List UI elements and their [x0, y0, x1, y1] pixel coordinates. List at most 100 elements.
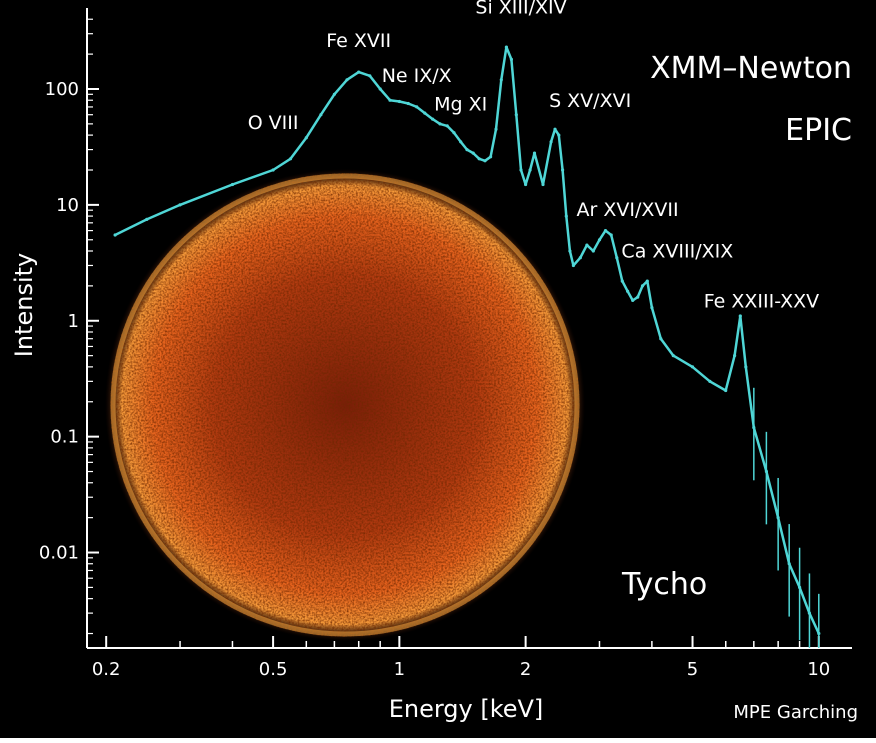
x-tick-label: 1	[394, 659, 405, 680]
data-point	[620, 279, 624, 283]
x-tick-label: 2	[520, 659, 531, 680]
data-point	[357, 70, 361, 74]
data-point	[532, 151, 537, 155]
data-point	[288, 157, 293, 161]
data-point	[690, 365, 695, 369]
data-point	[504, 45, 508, 49]
annotation-label: Ca XVIII/XIX	[621, 241, 733, 263]
data-point	[568, 249, 572, 253]
data-point	[431, 117, 435, 121]
data-point	[578, 256, 582, 260]
y-tick-label: 100	[45, 79, 79, 100]
data-point	[553, 127, 557, 131]
data-point	[733, 354, 737, 358]
annotation-label: Fe XXIII-XXV	[704, 291, 819, 313]
y-tick-label: 10	[56, 195, 79, 216]
data-point	[524, 182, 528, 187]
data-point	[659, 337, 663, 341]
data-point	[776, 516, 780, 520]
data-point	[650, 306, 654, 310]
data-point	[423, 111, 427, 115]
data-point	[489, 155, 493, 159]
data-point	[415, 105, 419, 109]
x-tick-label: 5	[687, 659, 698, 680]
data-point	[438, 122, 442, 126]
data-point	[615, 256, 619, 260]
credit-label: MPE Garching	[733, 702, 858, 723]
data-point	[752, 425, 756, 430]
data-point	[465, 148, 469, 152]
instrument-label: EPIC	[785, 113, 852, 148]
x-tick-label: 0.2	[92, 659, 121, 680]
y-tick-label: 0.01	[39, 543, 79, 564]
data-point	[738, 314, 742, 318]
data-point	[541, 182, 545, 187]
annotation-label: Ar XVI/XVII	[577, 199, 679, 221]
data-point	[230, 182, 235, 187]
data-point	[406, 101, 410, 106]
data-point	[477, 157, 481, 161]
data-point	[271, 168, 275, 172]
tick-labels: 0.2 0.5 1 2 5 10 100 10 1 0.1 0.01	[39, 79, 830, 680]
y-axis-title: Intensity	[10, 253, 38, 357]
data-point	[764, 469, 769, 474]
data-point	[445, 124, 449, 128]
tycho-remnant-image	[105, 169, 585, 641]
annotation-label: O VIII	[248, 112, 299, 134]
data-point	[571, 263, 576, 268]
data-point	[332, 92, 336, 96]
data-point	[471, 151, 475, 155]
data-point	[145, 217, 149, 221]
data-point	[345, 78, 349, 82]
mission-label: XMM–Newton	[650, 51, 852, 86]
data-point	[499, 78, 503, 82]
data-point	[817, 631, 821, 636]
data-point	[388, 98, 392, 102]
data-point	[585, 243, 589, 247]
spectrum-line	[114, 45, 820, 635]
data-point	[787, 562, 791, 566]
data-point	[459, 140, 463, 144]
data-point	[368, 74, 372, 78]
data-point	[744, 365, 748, 369]
data-point	[798, 585, 802, 590]
y-tick-label: 1	[68, 311, 79, 332]
data-point	[514, 113, 518, 117]
data-point	[378, 87, 382, 91]
data-point	[597, 238, 602, 242]
data-point	[645, 279, 649, 283]
data-point	[319, 113, 323, 117]
data-point	[549, 140, 553, 144]
data-point	[631, 298, 635, 302]
data-point	[519, 168, 523, 172]
data-point	[708, 379, 712, 383]
object-label: Tycho	[621, 567, 707, 602]
data-point	[494, 127, 498, 131]
data-point	[452, 131, 456, 135]
line-annotations: O VIII Fe XVII Ne IX/X Mg XI Si XIII/XIV S XV…	[248, 0, 819, 313]
annotation-label: Si XIII/XIV	[475, 0, 566, 18]
data-point	[178, 203, 182, 207]
data-point	[636, 295, 640, 299]
data-point	[397, 99, 401, 104]
data-point	[509, 57, 513, 62]
annotation-label: S XV/XVI	[549, 90, 631, 112]
data-point	[724, 388, 728, 393]
data-point	[807, 611, 812, 615]
data-point	[304, 136, 308, 140]
data-point	[609, 233, 613, 237]
data-point	[671, 354, 675, 358]
data-point	[113, 233, 117, 237]
x-axis-title: Energy [keV]	[389, 695, 544, 723]
data-point	[561, 168, 565, 172]
x-tick-label: 10	[807, 659, 830, 680]
data-point	[483, 159, 487, 163]
annotation-label: Mg XI	[434, 94, 487, 116]
data-point	[557, 133, 561, 137]
data-point	[603, 229, 608, 233]
y-tick-label: 0.1	[50, 427, 79, 448]
data-point	[591, 249, 595, 253]
annotation-label: Fe XVII	[326, 30, 391, 52]
